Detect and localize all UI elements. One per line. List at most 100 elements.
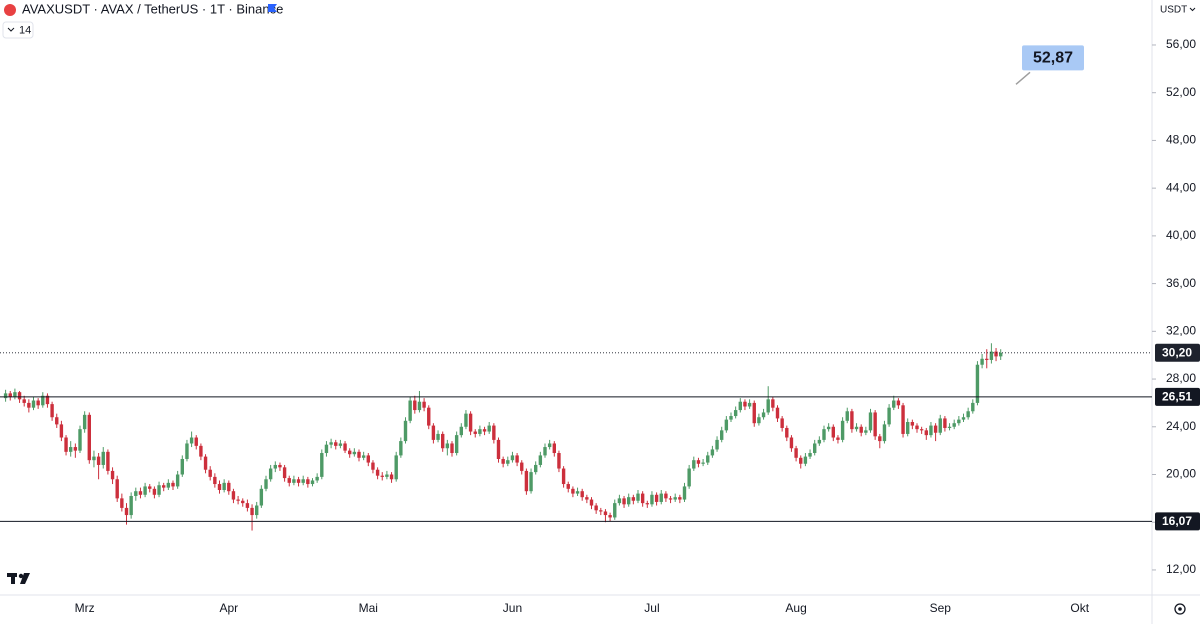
- candle-body: [557, 453, 561, 469]
- candle-body: [166, 482, 171, 488]
- candle-body: [352, 451, 357, 455]
- candle-body: [547, 443, 552, 448]
- candle-body: [464, 413, 468, 427]
- candle-body: [250, 507, 254, 516]
- candle-body: [757, 417, 761, 424]
- plot: [3, 343, 1003, 531]
- candle-body: [952, 423, 956, 427]
- candle-body: [334, 442, 338, 446]
- annotation-box: [1022, 45, 1084, 71]
- chevron: [1189, 7, 1196, 12]
- candle-body: [82, 414, 87, 430]
- candle-body: [157, 485, 161, 495]
- candle-body: [650, 494, 654, 505]
- y-tick-label: 56,00: [1166, 37, 1196, 51]
- candle-body: [957, 419, 961, 424]
- candle-body: [985, 358, 989, 360]
- candle-body: [73, 447, 78, 451]
- candle-body: [696, 460, 701, 464]
- candle-body: [989, 351, 994, 360]
- candle-body: [380, 475, 384, 477]
- chevron: [7, 27, 15, 32]
- candle-body: [436, 433, 440, 440]
- candle-body: [687, 468, 691, 487]
- symbol-title: AVAXUSDT · AVAX / TetherUS · 1T · Binanc…: [22, 1, 283, 16]
- candle-body: [534, 464, 538, 473]
- candle-body: [324, 444, 329, 454]
- candle-body: [789, 437, 794, 449]
- annotation-label: 52,87: [1033, 50, 1073, 67]
- candle-body: [175, 474, 180, 487]
- candle-body: [808, 453, 812, 457]
- candle-body: [813, 443, 817, 454]
- candle-body: [375, 469, 380, 476]
- candle-body: [217, 484, 222, 491]
- candle-body: [501, 458, 505, 464]
- candle-body: [78, 429, 82, 451]
- candle-body: [840, 420, 845, 440]
- candle-body: [92, 456, 96, 461]
- candle-body: [715, 439, 719, 450]
- y-tick-label: 44,00: [1166, 180, 1196, 194]
- candle-body: [343, 443, 347, 451]
- candle-body: [473, 431, 477, 434]
- indicator-toggle[interactable]: [2, 21, 34, 39]
- candle-body: [450, 443, 454, 454]
- candle-body: [134, 491, 138, 496]
- candle-body: [361, 455, 366, 458]
- candle-body: [236, 499, 240, 501]
- candle-body: [640, 493, 645, 504]
- candle-body: [966, 411, 970, 418]
- candle-body: [743, 401, 747, 407]
- candle-body: [468, 413, 473, 432]
- tv-logo: [7, 573, 30, 584]
- candle-body: [599, 510, 603, 512]
- candle-body: [143, 486, 147, 495]
- candle-body: [733, 410, 738, 417]
- x-tick-label: Mrz: [75, 601, 95, 615]
- candle-body: [664, 493, 668, 499]
- candle-body: [538, 455, 543, 465]
- candle-body: [654, 494, 659, 502]
- candle-body: [171, 482, 175, 487]
- settings-icon-center: [1178, 607, 1182, 611]
- candle-body: [561, 468, 566, 485]
- candle-body: [496, 439, 501, 459]
- candle-body: [831, 426, 835, 438]
- candle-body: [185, 443, 189, 459]
- candle-body: [241, 500, 245, 504]
- candle-body: [692, 460, 696, 469]
- candle-body: [817, 439, 822, 444]
- candle-body: [417, 401, 422, 411]
- candle-body: [729, 416, 733, 420]
- candle-body: [338, 443, 343, 446]
- candle-body: [213, 476, 217, 485]
- candle-body: [794, 448, 798, 458]
- level-label: 26,51: [1162, 389, 1192, 403]
- candle-body: [124, 507, 129, 516]
- symbol-icon: [4, 4, 16, 16]
- currency-label[interactable]: USDT: [1160, 5, 1187, 16]
- candle-body: [385, 474, 389, 477]
- candle-body: [678, 497, 682, 500]
- candle-body: [357, 451, 361, 458]
- candle-body: [3, 393, 8, 399]
- flag-icon[interactable]: [268, 4, 277, 12]
- candle-body: [506, 460, 510, 464]
- x-tick-label: Aug: [785, 601, 806, 615]
- settings-icon[interactable]: [1174, 603, 1186, 615]
- last-price-box: [1155, 343, 1200, 362]
- candle-body: [627, 497, 631, 505]
- candle-body: [389, 474, 394, 480]
- candle-body: [938, 418, 942, 433]
- candle-body: [617, 498, 622, 504]
- candle-body: [906, 422, 910, 434]
- candle-body: [366, 455, 370, 463]
- candle-body: [682, 486, 687, 500]
- candle-body: [924, 430, 928, 436]
- candle-body: [278, 464, 282, 468]
- candle-body: [459, 426, 463, 436]
- candle-body: [603, 511, 608, 516]
- candle-body: [585, 497, 589, 500]
- x-tick-label: Sep: [930, 601, 952, 615]
